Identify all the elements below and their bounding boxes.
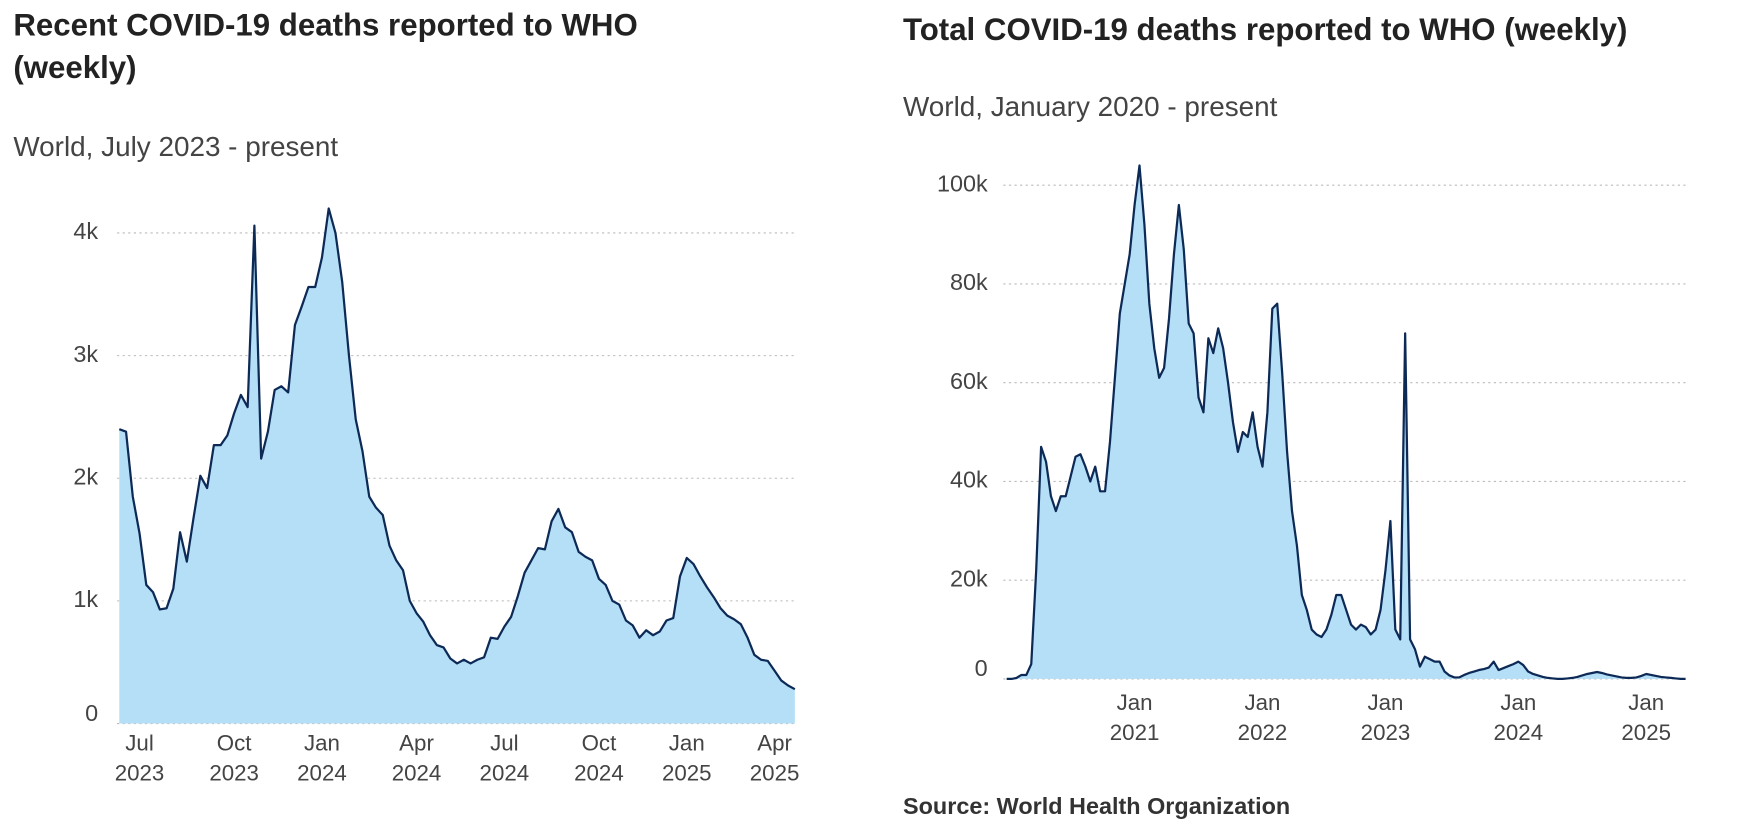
area-fill (119, 208, 795, 724)
title-box: Total COVID-19 deaths reported to WHO (w… (902, 12, 1628, 47)
x-tick-box: Jan 2025 (1621, 691, 1672, 746)
x-tick-box: Jan 2025 (661, 731, 712, 786)
x-tick-box: Jan 2024 (297, 731, 347, 786)
x-tick-label: Jan 2023 (1360, 691, 1411, 746)
x-tick-label: Jan 2025 (661, 731, 712, 786)
y-tick-label: 60k (950, 368, 988, 394)
y-tick-label: 20k (950, 565, 988, 591)
x-tick-label: Oct 2024 (574, 731, 624, 786)
x-tick-box: Jan 2021 (1109, 691, 1160, 746)
x-tick-box: Oct 2024 (574, 731, 624, 786)
x-tick-box: Apr 2025 (749, 731, 800, 786)
chart-subtitle: World, July 2023 - present (13, 131, 339, 163)
y-tick-label: 0 (975, 655, 988, 681)
title-box: Recent COVID-19 deaths reported to WHO (… (13, 7, 638, 85)
x-tick-label: Jan 2021 (1109, 691, 1160, 746)
y-tick-label: 2k (73, 463, 98, 489)
area-line (118, 207, 796, 691)
source-box: Source: World Health Organization (902, 793, 1291, 820)
source-note: Source: World Health Organization (902, 793, 1291, 820)
x-tick-label: Apr 2024 (391, 731, 442, 786)
x-tick-box: Jan 2023 (1360, 691, 1411, 746)
x-tick-box: Jul 2024 (479, 731, 530, 786)
x-tick-label: Jul 2024 (479, 731, 530, 786)
x-tick-box: Jan 2024 (1493, 691, 1544, 746)
y-tick-label: 3k (73, 341, 98, 367)
y-tick-label: 4k (73, 218, 98, 244)
y-tick-label: 100k (937, 170, 988, 196)
x-tick-label: Oct 2023 (209, 731, 259, 786)
y-tick-label: 40k (950, 467, 988, 493)
x-tick-label: Jan 2024 (1493, 691, 1544, 746)
x-tick-box: Apr 2024 (391, 731, 442, 786)
x-tick-box: Oct 2023 (209, 731, 259, 786)
area-line (1006, 164, 1686, 681)
x-tick-box: Jul 2023 (114, 731, 165, 786)
area-fill (1006, 165, 1686, 679)
chart-title: Recent COVID-19 deaths reported to WHO (… (13, 7, 638, 85)
subtitle-box: World, January 2020 - present (902, 91, 1278, 123)
y-tick-label: 0 (85, 700, 98, 726)
x-tick-box: Jan 2022 (1237, 691, 1288, 746)
chart-subtitle: World, January 2020 - present (902, 91, 1278, 123)
x-tick-label: Jan 2022 (1237, 691, 1288, 746)
y-tick-label: 1k (73, 586, 98, 612)
y-tick-label: 80k (950, 269, 988, 295)
x-tick-label: Jul 2023 (114, 731, 165, 786)
x-tick-label: Jan 2025 (1621, 691, 1672, 746)
x-tick-label: Jan 2024 (297, 731, 347, 786)
chart-title: Total COVID-19 deaths reported to WHO (w… (902, 12, 1628, 47)
subtitle-box: World, July 2023 - present (13, 131, 339, 163)
x-tick-label: Apr 2025 (749, 731, 800, 786)
